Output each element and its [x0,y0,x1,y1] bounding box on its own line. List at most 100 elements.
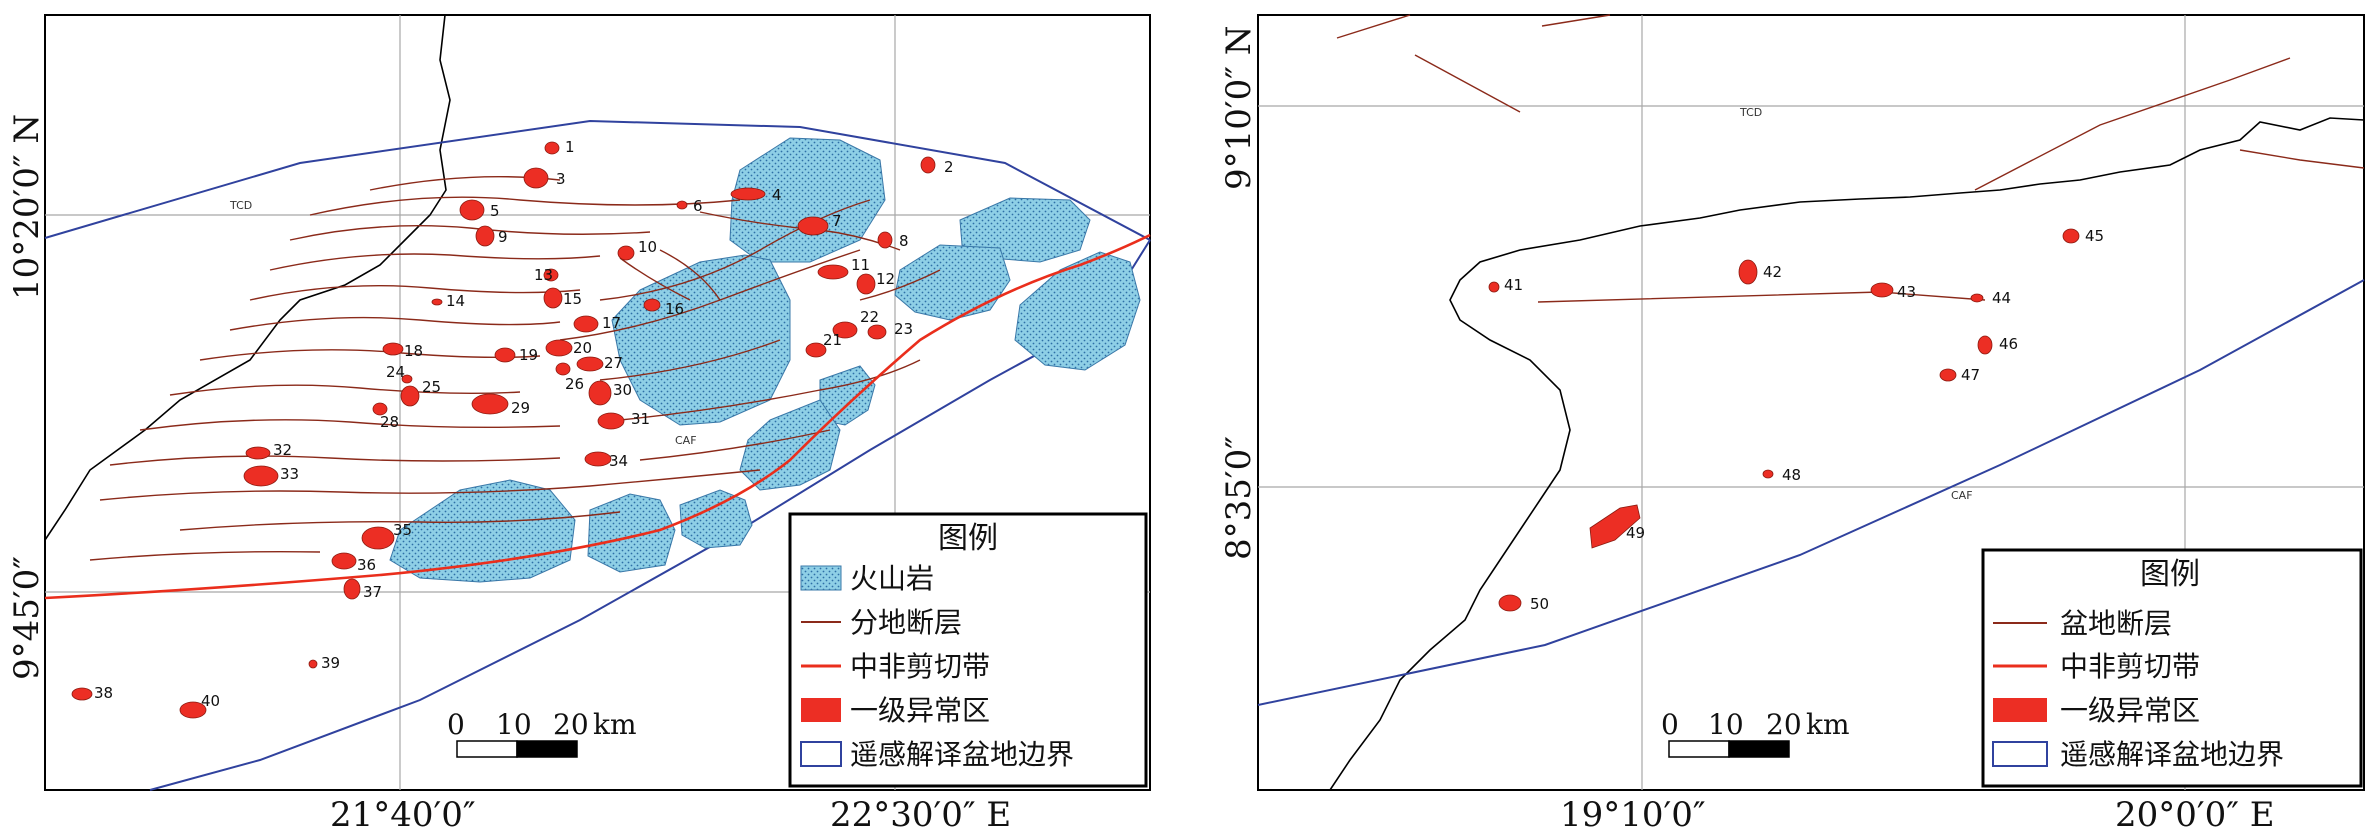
right-anomaly-labels: 41 42 43 44 45 46 47 48 49 50 [1504,227,2104,613]
anomaly-label: 9 [498,228,508,246]
legend-fault-label: 分地断层 [850,606,962,639]
anomaly-label: 8 [899,232,909,250]
anomaly-label: 3 [556,170,566,188]
right-anomalies [1488,228,2080,612]
anomaly-label: 29 [511,399,530,417]
anomaly-label: 20 [573,339,592,357]
anomaly-label: 30 [613,381,632,399]
legend-title: 图例 [2140,557,2200,592]
legend-boundary-swatch [800,741,842,767]
right-lon-1: 19°10′0″ [1560,795,1706,834]
left-tcd-label: TCD [229,199,252,212]
anomaly-label: 26 [565,375,584,393]
anomaly-label: 28 [380,413,399,431]
right-tcd-label: TCD [1739,106,1762,119]
right-map: TCD CAF 41 42 43 44 45 46 47 48 49 50 [1257,14,2365,791]
legend-title: 图例 [938,521,998,556]
right-basin-boundary [1257,279,2365,706]
right-lat-mid: 8°35′0″ [1219,436,1259,560]
legend-anomaly-label: 一级异常区 [850,694,990,727]
anomaly-label: 13 [534,266,553,284]
anomaly-label: 16 [665,300,684,318]
anomaly-label: 18 [404,342,423,360]
right-lon-2: 20°0′0″ E [2115,795,2275,834]
scale-20: 20 [553,708,589,741]
anomaly-label: 25 [422,378,441,396]
legend-shear-label: 中非剪切带 [2060,650,2200,683]
left-lat-top: 10°20′0″ N [7,114,47,300]
right-lat-top: 9°10′0″ N [1219,25,1259,190]
left-anomaly-labels: 1 2 3 4 5 6 7 8 9 10 11 12 13 14 15 16 1… [94,138,954,710]
right-country-border [1329,117,2365,791]
anomaly-label: 21 [823,331,842,349]
anomaly-label: 14 [446,292,465,310]
anomaly-label: 37 [363,583,382,601]
left-country-border [44,14,451,541]
legend-boundary-label: 遥感解译盆地边界 [2060,738,2284,771]
legend-boundary-label: 遥感解译盆地边界 [850,738,1074,771]
anomaly-label: 5 [490,202,500,220]
anomaly-label: 48 [1782,466,1801,484]
anomaly-label: 1 [565,138,575,156]
anomaly-label: 22 [860,308,879,326]
left-legend: 图例 火山岩 分地断层 中非剪切带 一级异常区 遥感解译盆地边界 [788,512,1148,788]
anomaly-label: 45 [2085,227,2104,245]
anomaly-label: 35 [393,521,412,539]
right-faults [1336,14,2365,303]
anomaly-label: 49 [1626,524,1645,542]
scale-unit: km [1806,708,1850,741]
legend-boundary-swatch [1992,741,2048,767]
legend-anomaly-swatch [1993,698,2047,722]
legend-anomaly-swatch [801,698,841,722]
anomaly-label: 4 [772,186,782,204]
scale-0: 0 [447,708,465,741]
left-scale-bar: 0 10 20 km [447,708,637,758]
anomaly-label: 31 [631,410,650,428]
scale-0: 0 [1661,708,1679,741]
left-anomalies [71,141,936,719]
anomaly-label: 43 [1897,283,1916,301]
anomaly-label: 36 [357,556,376,574]
left-lon-1: 21°40′0″ [330,795,476,834]
anomaly-label: 47 [1961,366,1980,384]
scale-10: 10 [496,708,532,741]
right-caf-label: CAF [1951,489,1973,502]
anomaly-label: 46 [1999,335,2018,353]
anomaly-label: 17 [602,314,621,332]
anomaly-label: 10 [638,238,657,256]
anomaly-label: 39 [321,654,340,672]
legend-fault-label: 盆地断层 [2060,607,2172,640]
anomaly-label: 6 [693,197,703,215]
left-map: TCD CAF [44,14,1151,791]
left-shear-zone [44,233,1151,600]
anomaly-label: 32 [273,441,292,459]
scale-20: 20 [1766,708,1802,741]
scale-unit: km [593,708,637,741]
anomaly-label: 41 [1504,276,1523,294]
legend-volcanic-swatch [800,565,842,591]
right-legend: 图例 盆地断层 中非剪切带 一级异常区 遥感解译盆地边界 [1981,548,2363,788]
anomaly-label: 40 [201,692,220,710]
anomaly-label: 44 [1992,289,2011,307]
anomaly-label: 11 [851,256,870,274]
left-lat-mid: 9°45′0″ [7,556,47,680]
anomaly-label: 19 [519,346,538,364]
anomaly-label: 50 [1530,595,1549,613]
anomaly-label: 34 [609,452,628,470]
anomaly-label: 2 [944,158,954,176]
anomaly-label: 23 [894,320,913,338]
anomaly-label: 33 [280,465,299,483]
anomaly-label: 27 [604,354,623,372]
anomaly-label: 12 [876,270,895,288]
right-scale-bar: 0 10 20 km [1661,708,1850,758]
legend-volcanic-label: 火山岩 [850,562,934,595]
left-lon-2: 22°30′0″ E [830,795,1011,834]
anomaly-label: 42 [1763,263,1782,281]
anomaly-label: 15 [563,290,582,308]
anomaly-label: 24 [386,363,405,381]
anomaly-label: 7 [832,212,842,230]
left-caf-label: CAF [675,434,697,447]
anomaly-label: 38 [94,684,113,702]
scale-10: 10 [1708,708,1744,741]
